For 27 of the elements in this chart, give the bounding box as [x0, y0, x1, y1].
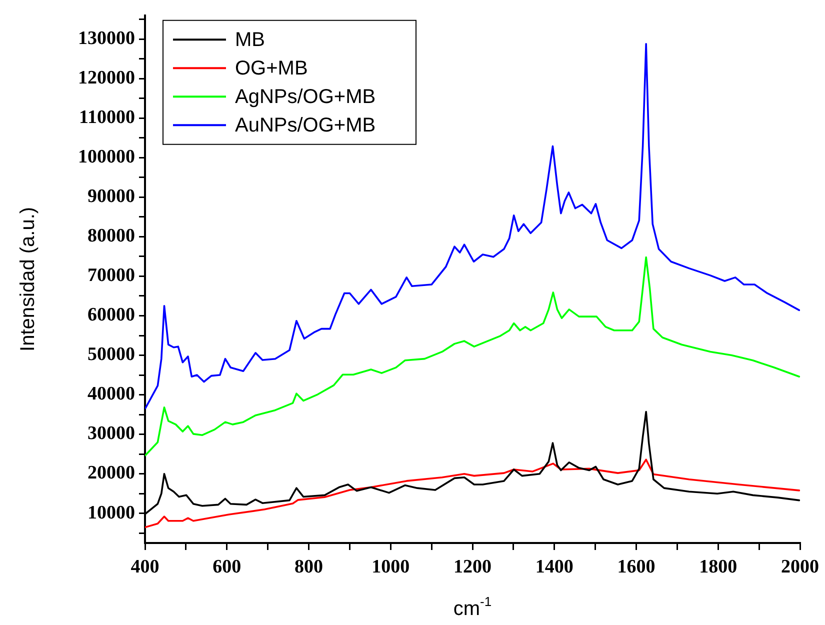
legend-label: AgNPs/OG+MB — [235, 86, 376, 108]
y-tick-label: 60000 — [88, 304, 135, 326]
y-tick-label: 110000 — [79, 107, 135, 128]
x-tick-label: 800 — [294, 556, 323, 578]
x-tick-label: 1000 — [372, 556, 410, 578]
x-tick-label: 2000 — [781, 556, 819, 578]
y-tick-label: 20000 — [88, 462, 135, 484]
legend-label: AuNPs/OG+MB — [235, 114, 376, 137]
y-tick-label: 50000 — [88, 344, 135, 366]
x-tick-label: 1400 — [535, 556, 574, 578]
y-tick-label: 120000 — [78, 68, 135, 89]
legend-label: OG+MB — [235, 58, 308, 80]
x-tick-label: 400 — [130, 556, 160, 578]
legend-label: MB — [235, 29, 265, 52]
y-tick-label: 100000 — [78, 146, 135, 168]
x-tick-label: 600 — [212, 556, 242, 578]
x-tick-label: 1200 — [454, 556, 492, 578]
y-tick-label: 30000 — [88, 423, 135, 444]
y-tick-label: 130000 — [78, 28, 135, 50]
y-tick-label: 40000 — [88, 384, 135, 405]
x-tick-label: 1800 — [699, 556, 738, 578]
x-tick-label: 1600 — [617, 556, 656, 578]
y-tick-label: 80000 — [88, 226, 135, 247]
y-axis-title: Intensidad (a.u.) — [17, 206, 39, 352]
y-tick-label: 10000 — [88, 502, 135, 524]
y-tick-label: 90000 — [88, 186, 135, 208]
y-tick-label: 70000 — [88, 265, 135, 286]
